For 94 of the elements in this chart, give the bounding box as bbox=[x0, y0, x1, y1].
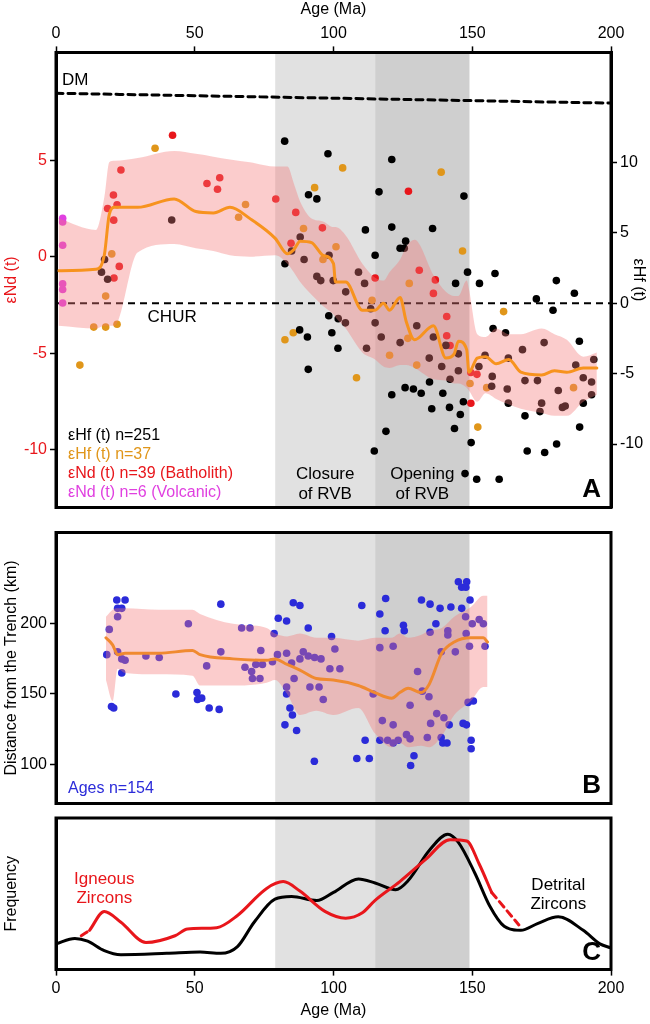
text: εHf (t) n=251 bbox=[68, 426, 161, 444]
x2-tick-label: 200 bbox=[597, 24, 625, 42]
series-label: Detrital Zircons bbox=[530, 874, 587, 913]
point bbox=[151, 144, 159, 152]
point bbox=[287, 239, 295, 248]
point bbox=[110, 274, 118, 282]
y2-tick-label: 0 bbox=[620, 293, 629, 311]
point bbox=[101, 292, 110, 300]
y-tick-label: -5 bbox=[32, 343, 48, 361]
x-tick-label: 150 bbox=[458, 978, 486, 996]
y-tick-label: 0 bbox=[38, 247, 48, 265]
point bbox=[271, 195, 280, 203]
point bbox=[101, 323, 110, 331]
y-axis-title: Frequency bbox=[2, 856, 20, 932]
point bbox=[319, 255, 327, 264]
point bbox=[442, 332, 451, 340]
y-tick-label: 150 bbox=[20, 684, 48, 702]
point bbox=[76, 361, 84, 369]
y-tick-label: 200 bbox=[20, 614, 48, 632]
text: εNd (t) n=39 (Batholith) bbox=[68, 464, 233, 482]
point bbox=[368, 296, 376, 305]
band-label: Opening of RVB bbox=[390, 464, 455, 504]
point bbox=[442, 312, 451, 321]
point bbox=[458, 247, 467, 255]
band-label: Closure of RVB bbox=[295, 464, 355, 504]
text: εHf (t) n=37 bbox=[68, 445, 152, 463]
y-tick-label: 5 bbox=[38, 150, 48, 168]
point bbox=[58, 241, 67, 249]
y2-tick-label: 5 bbox=[620, 223, 629, 241]
y-axis-title: εNd (t) bbox=[2, 256, 20, 304]
annotation: B bbox=[582, 769, 601, 800]
y2-tick-label: -10 bbox=[620, 434, 644, 452]
point bbox=[499, 307, 508, 316]
point bbox=[234, 213, 243, 222]
point bbox=[371, 274, 379, 282]
point bbox=[289, 328, 298, 337]
point bbox=[466, 379, 474, 388]
point bbox=[89, 323, 98, 331]
y2-tick-label: -5 bbox=[620, 363, 635, 381]
point bbox=[203, 179, 211, 188]
x-tick-label: 50 bbox=[185, 978, 204, 996]
point bbox=[474, 423, 482, 431]
point bbox=[412, 361, 421, 369]
point bbox=[117, 166, 125, 174]
point bbox=[431, 276, 440, 284]
text: εNd (t) n=6 (Volcanic) bbox=[68, 483, 222, 501]
series-label: DM bbox=[61, 70, 89, 90]
point bbox=[569, 383, 578, 392]
point bbox=[291, 208, 300, 217]
point bbox=[310, 183, 319, 192]
point bbox=[473, 370, 481, 379]
annotation: A bbox=[582, 473, 602, 504]
x-tick-label: 100 bbox=[320, 978, 347, 996]
point bbox=[168, 131, 177, 140]
point bbox=[437, 168, 445, 176]
x2-tick-label: 100 bbox=[320, 24, 347, 42]
x-axis-title: Age (Ma) bbox=[300, 1000, 367, 1018]
point bbox=[109, 191, 118, 199]
point bbox=[429, 289, 438, 298]
x-tick-label: 200 bbox=[597, 978, 625, 996]
x-tick-label: 0 bbox=[51, 978, 61, 996]
point bbox=[58, 299, 67, 307]
point bbox=[404, 187, 413, 196]
point bbox=[113, 320, 121, 329]
point bbox=[385, 351, 394, 360]
point bbox=[332, 243, 340, 251]
x2-axis-title: Age (Ma) bbox=[300, 0, 367, 18]
y-tick-label: -10 bbox=[23, 439, 48, 457]
y-axis-title: Distance from the Trench (km) bbox=[2, 560, 20, 776]
point bbox=[241, 200, 250, 209]
point bbox=[318, 224, 327, 232]
point bbox=[115, 262, 124, 271]
point bbox=[467, 399, 475, 408]
point bbox=[213, 185, 222, 194]
y2-axis-title: εHf (t) bbox=[630, 258, 648, 302]
annotation: C bbox=[582, 935, 602, 966]
series-label: Igneous Zircons bbox=[74, 869, 135, 908]
point bbox=[58, 285, 67, 294]
point bbox=[107, 250, 116, 258]
point bbox=[281, 335, 289, 344]
point bbox=[405, 279, 414, 288]
x2-tick-label: 50 bbox=[185, 24, 204, 42]
point bbox=[338, 164, 347, 172]
x2-tick-label: 0 bbox=[51, 24, 61, 42]
y-tick-label: 100 bbox=[20, 754, 48, 772]
point bbox=[109, 216, 118, 224]
ref-line-label: CHUR bbox=[147, 307, 197, 327]
y2-tick-label: 10 bbox=[620, 152, 638, 170]
point bbox=[352, 374, 361, 382]
point bbox=[415, 266, 424, 275]
x2-tick-label: 150 bbox=[458, 24, 486, 42]
text: Ages n=154 bbox=[68, 779, 154, 797]
point bbox=[215, 173, 224, 182]
point bbox=[299, 224, 308, 233]
